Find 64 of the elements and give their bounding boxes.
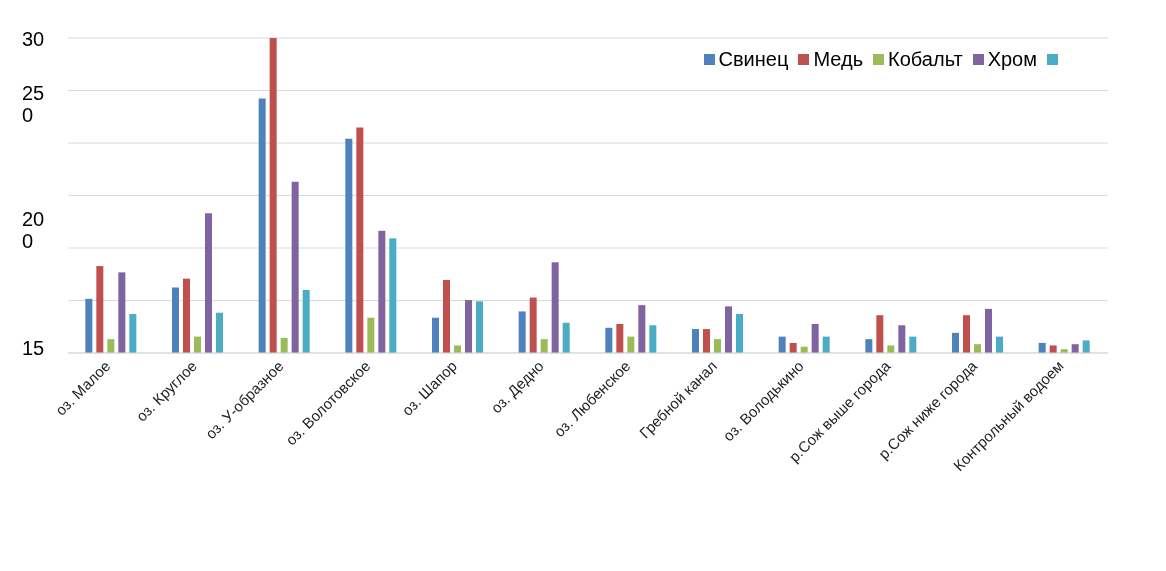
bar: [649, 325, 657, 353]
text: 15: [22, 336, 45, 359]
bar: [876, 315, 884, 353]
bar: [367, 317, 375, 353]
bar: [454, 345, 461, 353]
bar: [974, 344, 981, 353]
legend-label: Медь: [813, 48, 864, 71]
bar: [865, 339, 873, 353]
bar: [280, 337, 288, 353]
bar: [822, 336, 830, 353]
bar: [302, 290, 310, 353]
bar: [129, 313, 137, 353]
bar: [194, 336, 201, 353]
bar: [476, 301, 483, 353]
text: 30: [22, 28, 45, 50]
bar: [605, 327, 613, 353]
bar: [172, 287, 179, 353]
bar: [778, 336, 786, 353]
bar: [725, 306, 732, 353]
bar: [96, 266, 104, 353]
bar: [269, 38, 277, 353]
bar: [107, 339, 115, 353]
bar: [692, 329, 699, 353]
bar: [627, 336, 635, 353]
bar: [638, 305, 646, 353]
bar: [551, 262, 559, 353]
text: 25 0: [22, 81, 45, 126]
bar: [205, 213, 212, 353]
legend-label: Свинец: [718, 48, 789, 71]
bar: [985, 308, 992, 353]
bar: [952, 332, 959, 353]
bar: [811, 324, 819, 353]
bar: [898, 325, 906, 353]
bar: [183, 278, 190, 353]
bar: [703, 329, 710, 353]
bar: [540, 339, 548, 353]
bar: [736, 313, 743, 353]
bar: [1049, 345, 1057, 353]
bar: [562, 322, 570, 353]
bar: [356, 127, 364, 353]
bar: [887, 345, 895, 353]
text: 20 0: [22, 207, 45, 252]
bar: [345, 138, 353, 353]
bar: [216, 312, 223, 353]
bar: [909, 336, 917, 353]
legend-label: Кобальт: [888, 48, 963, 71]
bar: [616, 324, 624, 353]
bar: [378, 230, 386, 353]
bar: [963, 315, 970, 353]
bar: [258, 98, 266, 353]
bar: [291, 181, 299, 353]
bar: [85, 298, 93, 353]
bar: [432, 317, 439, 353]
bar: [118, 272, 126, 353]
bar: [1071, 344, 1079, 353]
bar: [518, 311, 526, 353]
bar: [1082, 340, 1090, 353]
bar: [443, 279, 450, 353]
bar: [996, 336, 1003, 353]
bar: [714, 339, 721, 353]
bar: [389, 238, 397, 353]
bar: [465, 300, 472, 353]
bar: [529, 297, 537, 353]
legend-label: Хром: [987, 48, 1037, 71]
